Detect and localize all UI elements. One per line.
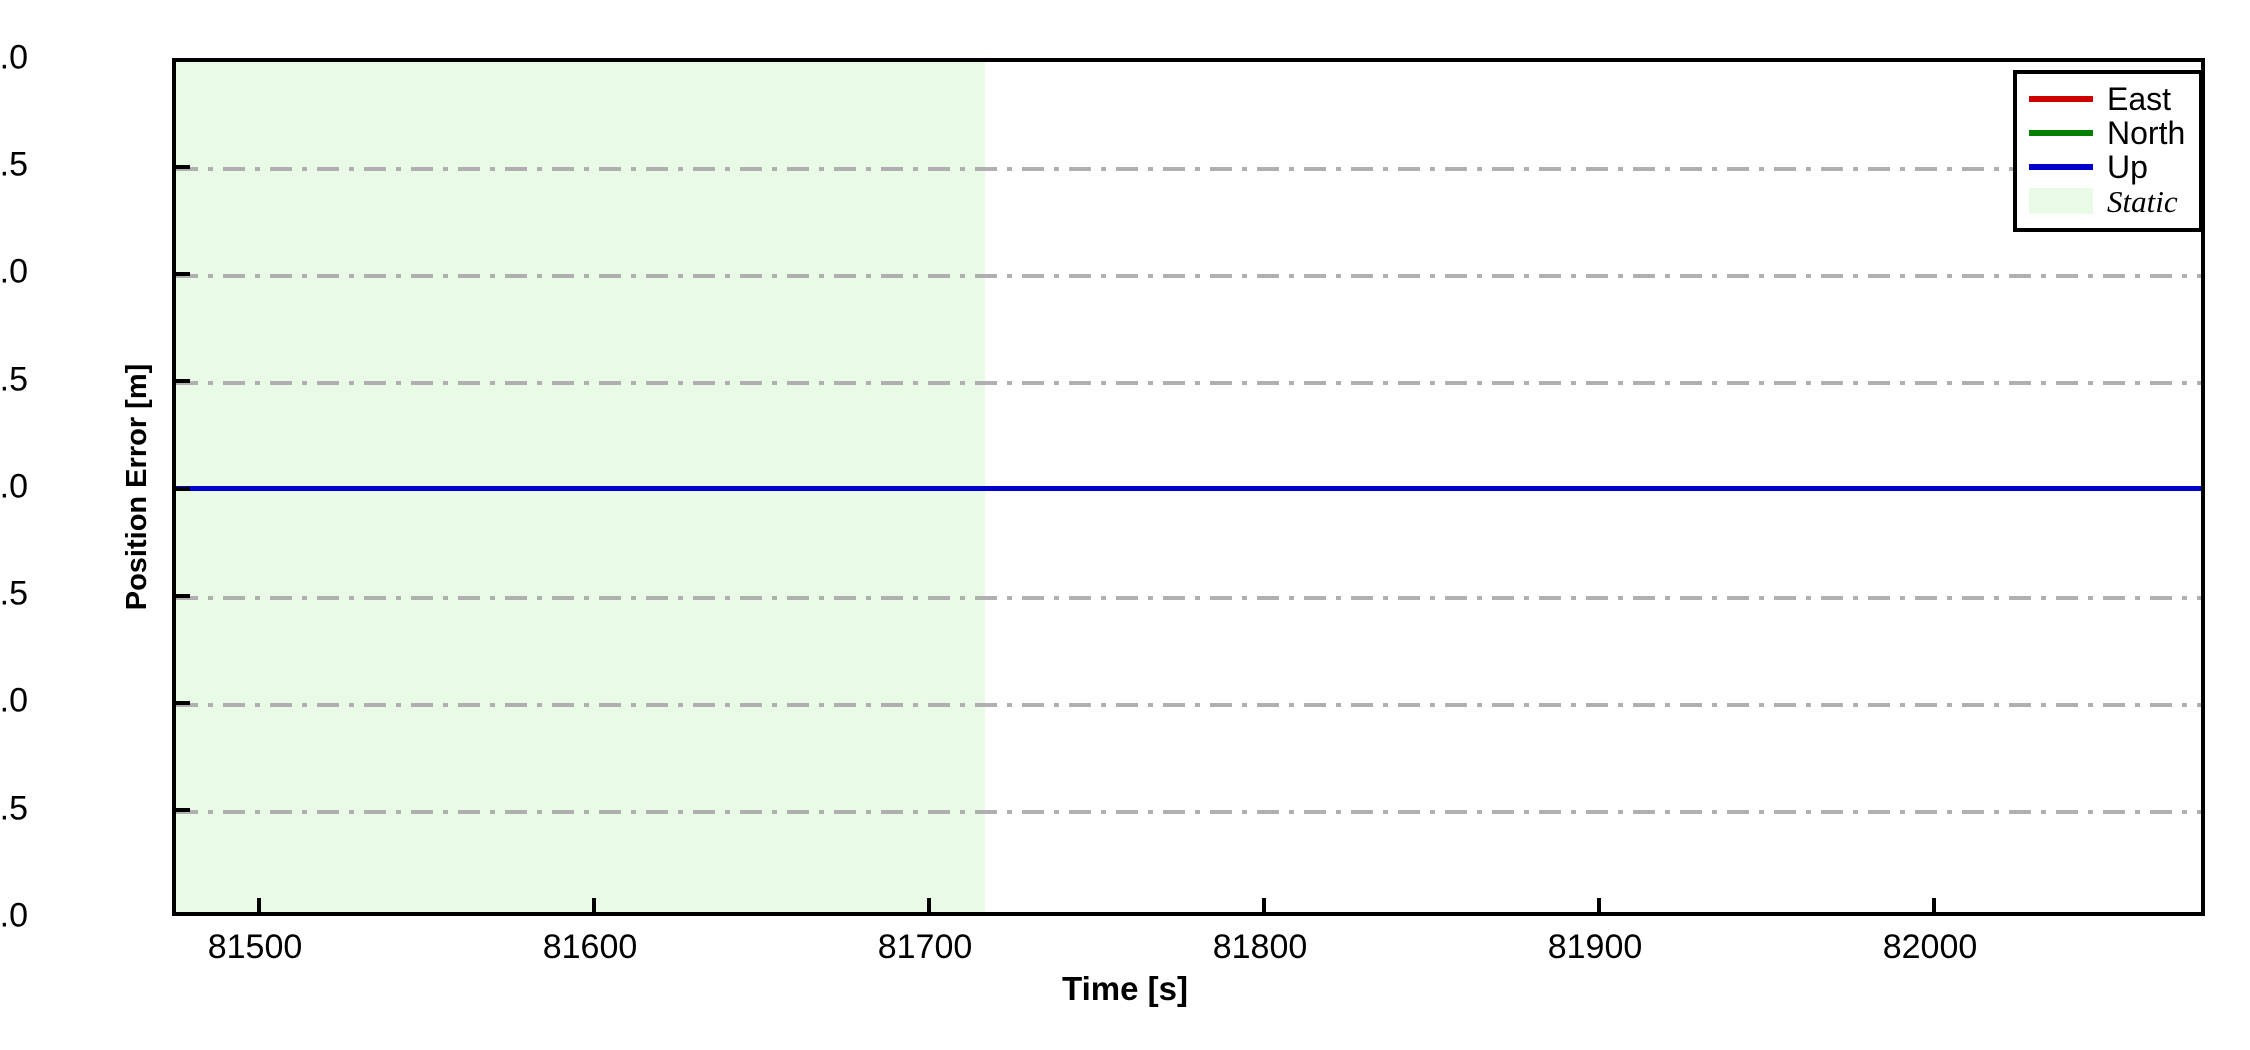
x-tick-label: 81600 [542, 928, 638, 966]
gridline-0.5 [176, 381, 2201, 385]
y-tick-mark [176, 701, 190, 705]
gridline--1.0 [176, 703, 2201, 707]
y-tick-label: 1.0 [0, 252, 28, 291]
y-tick-mark [176, 379, 190, 383]
legend-box[interactable]: East North Up Static [2013, 70, 2204, 232]
legend-entry-up[interactable]: Up [2029, 150, 2185, 184]
legend-entry-static[interactable]: Static [2029, 184, 2185, 218]
gridline--0.5 [176, 596, 2201, 600]
x-tick-mark [927, 898, 931, 912]
y-tick-label: 2.0 [0, 38, 28, 77]
legend-entry-east[interactable]: East [2029, 82, 2185, 116]
plot-area [172, 58, 2205, 916]
legend-entry-north[interactable]: North [2029, 116, 2185, 150]
y-tick-mark [176, 487, 190, 491]
y-tick-label: 0.0 [0, 467, 28, 506]
y-tick-mark [176, 594, 190, 598]
x-tick-label: 81500 [207, 928, 303, 966]
y-tick-mark [176, 272, 190, 276]
y-tick-mark [176, 808, 190, 812]
x-tick-mark [257, 898, 261, 912]
x-tick-mark [1597, 898, 1601, 912]
x-tick-label: 81900 [1547, 928, 1643, 966]
legend-line-swatch-up [2029, 164, 2093, 170]
x-axis-title: Time [s] [1062, 970, 1188, 1007]
legend-label-up: Up [2107, 149, 2148, 185]
y-tick-label: −1.5 [0, 789, 28, 828]
gridline-1.5 [176, 167, 2201, 171]
y-tick-label: 0.5 [0, 360, 28, 399]
y-tick-label: −1.0 [0, 681, 28, 720]
x-tick-label: 82000 [1882, 928, 1978, 966]
x-tick-label: 81700 [877, 928, 973, 966]
y-tick-mark [176, 165, 190, 169]
legend-label-static: Static [2107, 183, 2178, 219]
series-line-up [176, 486, 2201, 491]
x-tick-mark [1932, 898, 1936, 912]
gridline--1.5 [176, 810, 2201, 814]
y-axis-title: Position Error [m] [120, 363, 153, 611]
gridline-1.0 [176, 274, 2201, 278]
x-tick-label: 81800 [1212, 928, 1308, 966]
legend-label-east: East [2107, 81, 2172, 117]
legend-line-swatch-north [2029, 130, 2093, 136]
y-tick-label: 1.5 [0, 145, 28, 184]
y-tick-label: −0.5 [0, 574, 28, 613]
x-tick-mark [1262, 898, 1266, 912]
x-tick-mark [592, 898, 596, 912]
y-tick-label: −2.0 [0, 896, 28, 935]
legend-patch-swatch-static [2029, 188, 2093, 214]
legend-label-north: North [2107, 115, 2186, 151]
legend-line-swatch-east [2029, 96, 2093, 102]
